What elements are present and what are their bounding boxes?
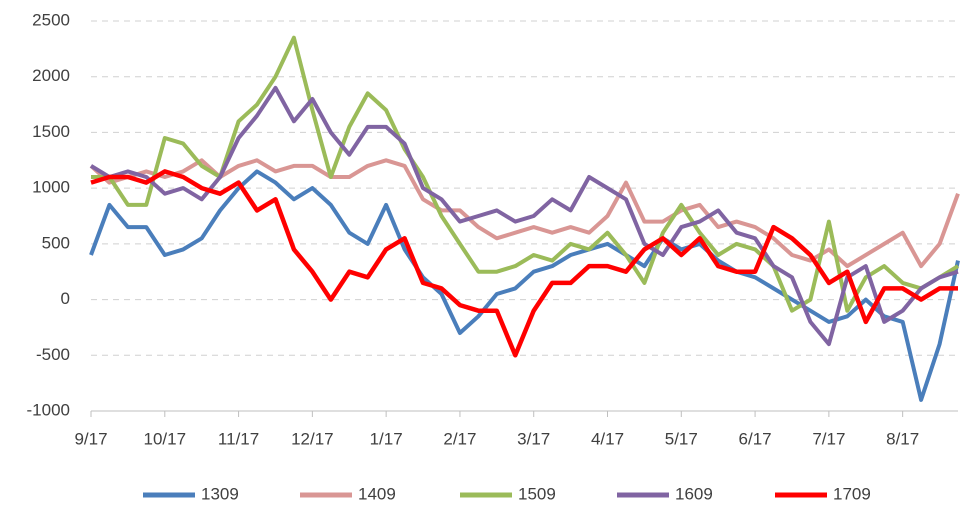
y-tick-label: 1500 (32, 122, 70, 141)
legend-label: 1409 (358, 484, 396, 503)
x-tick-label: 9/17 (74, 429, 107, 448)
series-line (91, 35, 960, 313)
x-tick-label: 12/17 (291, 429, 334, 448)
legend-label: 1509 (518, 484, 556, 503)
legend-label: 1609 (675, 484, 713, 503)
series-line (89, 85, 959, 347)
x-tick-label: 8/17 (886, 429, 919, 448)
y-tick-label: 0 (61, 289, 70, 308)
x-tick-label: 11/17 (218, 429, 259, 448)
x-tick-label: 3/17 (517, 429, 550, 448)
x-tick-label: 2/17 (443, 429, 476, 448)
y-tick-label: 1000 (32, 178, 70, 197)
x-tick-label: 6/17 (739, 429, 772, 448)
series-line (89, 169, 960, 402)
y-tick-label: -1000 (27, 400, 70, 419)
y-tick-label: 2000 (32, 66, 70, 85)
x-tick-label: 4/17 (591, 429, 624, 448)
y-tick-label: -500 (36, 345, 70, 364)
legend-label: 1309 (201, 484, 239, 503)
x-tick-label: 1/17 (370, 429, 403, 448)
legend-label: 1709 (833, 484, 871, 503)
x-tick-label: 10/17 (144, 429, 187, 448)
x-tick-label: 5/17 (665, 429, 698, 448)
y-tick-label: 2500 (32, 10, 70, 29)
y-tick-label: 500 (42, 233, 70, 252)
x-tick-label: 7/17 (812, 429, 845, 448)
series-line (90, 169, 958, 358)
